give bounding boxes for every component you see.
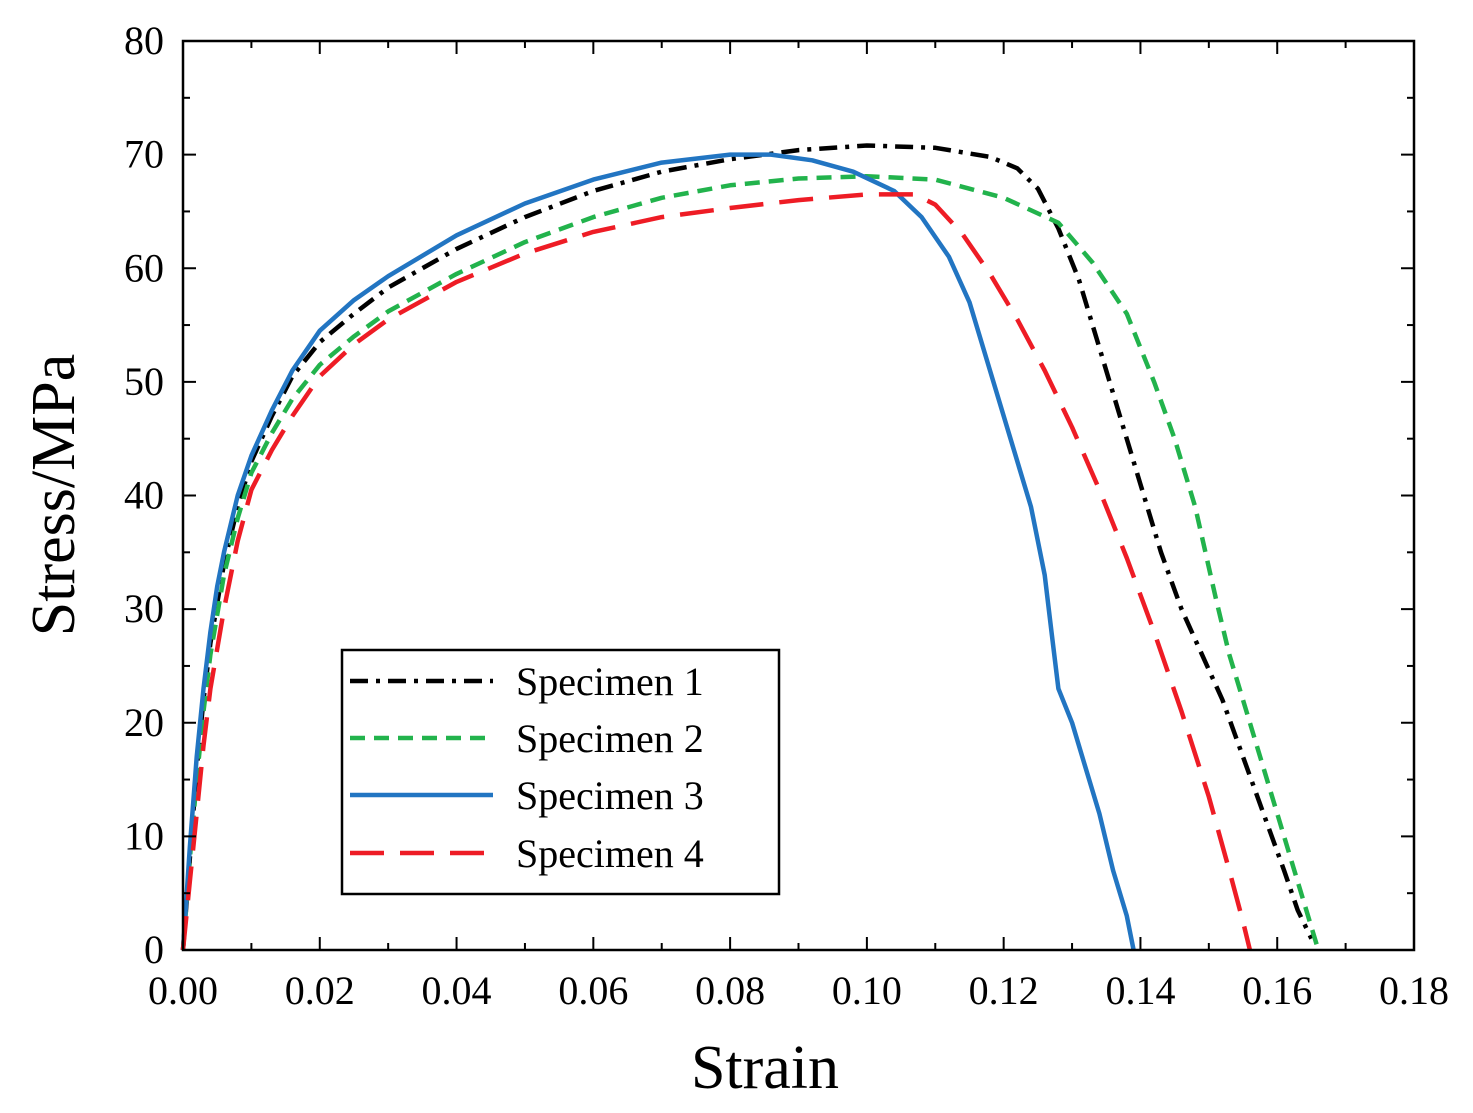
y-axis-title: Stress/MPa [20, 354, 88, 636]
series-layer [180, 143, 1321, 951]
y-tick-label: 60 [124, 245, 164, 290]
y-tick-label: 20 [124, 700, 164, 745]
series-line-specimen-3 [180, 152, 1136, 951]
x-tick-label: 0.10 [832, 968, 902, 1013]
y-tick-label: 70 [124, 132, 164, 177]
legend-label-specimen-3: Specimen 3 [516, 773, 704, 818]
series-line-specimen-2 [180, 173, 1321, 951]
x-tick-label: 0.08 [695, 968, 765, 1013]
x-tick-label: 0.06 [558, 968, 628, 1013]
x-tick-label: 0.12 [969, 968, 1039, 1013]
y-tick-label: 30 [124, 586, 164, 631]
x-tick-label: 0.00 [148, 968, 218, 1013]
x-tick-label: 0.18 [1379, 968, 1449, 1013]
y-tick-label: 40 [124, 473, 164, 518]
x-tick-label: 0.04 [422, 968, 492, 1013]
legend-label-specimen-1: Specimen 1 [516, 659, 704, 704]
y-tick-label: 10 [124, 813, 164, 858]
x-tick-label: 0.14 [1105, 968, 1175, 1013]
y-tick-label: 0 [144, 927, 164, 972]
y-tick-label: 80 [124, 18, 164, 63]
x-axis-title: Strain [691, 1034, 839, 1102]
legend-label-specimen-2: Specimen 2 [516, 716, 704, 761]
legend: Specimen 1 Specimen 2 Specimen 3 Specimen 4 [340, 648, 781, 896]
tick-layer: 0.00 0.02 0.04 0.06 0.08 0.10 0.12 0.14 0.16 0.18… [124, 18, 1449, 1013]
x-tick-label: 0.16 [1242, 968, 1312, 1013]
legend-label-specimen-4: Specimen 4 [516, 831, 704, 876]
series-line-specimen-1 [180, 143, 1314, 951]
y-tick-label: 50 [124, 359, 164, 404]
x-tick-label: 0.02 [285, 968, 355, 1013]
series-line-specimen-4 [180, 192, 1253, 951]
